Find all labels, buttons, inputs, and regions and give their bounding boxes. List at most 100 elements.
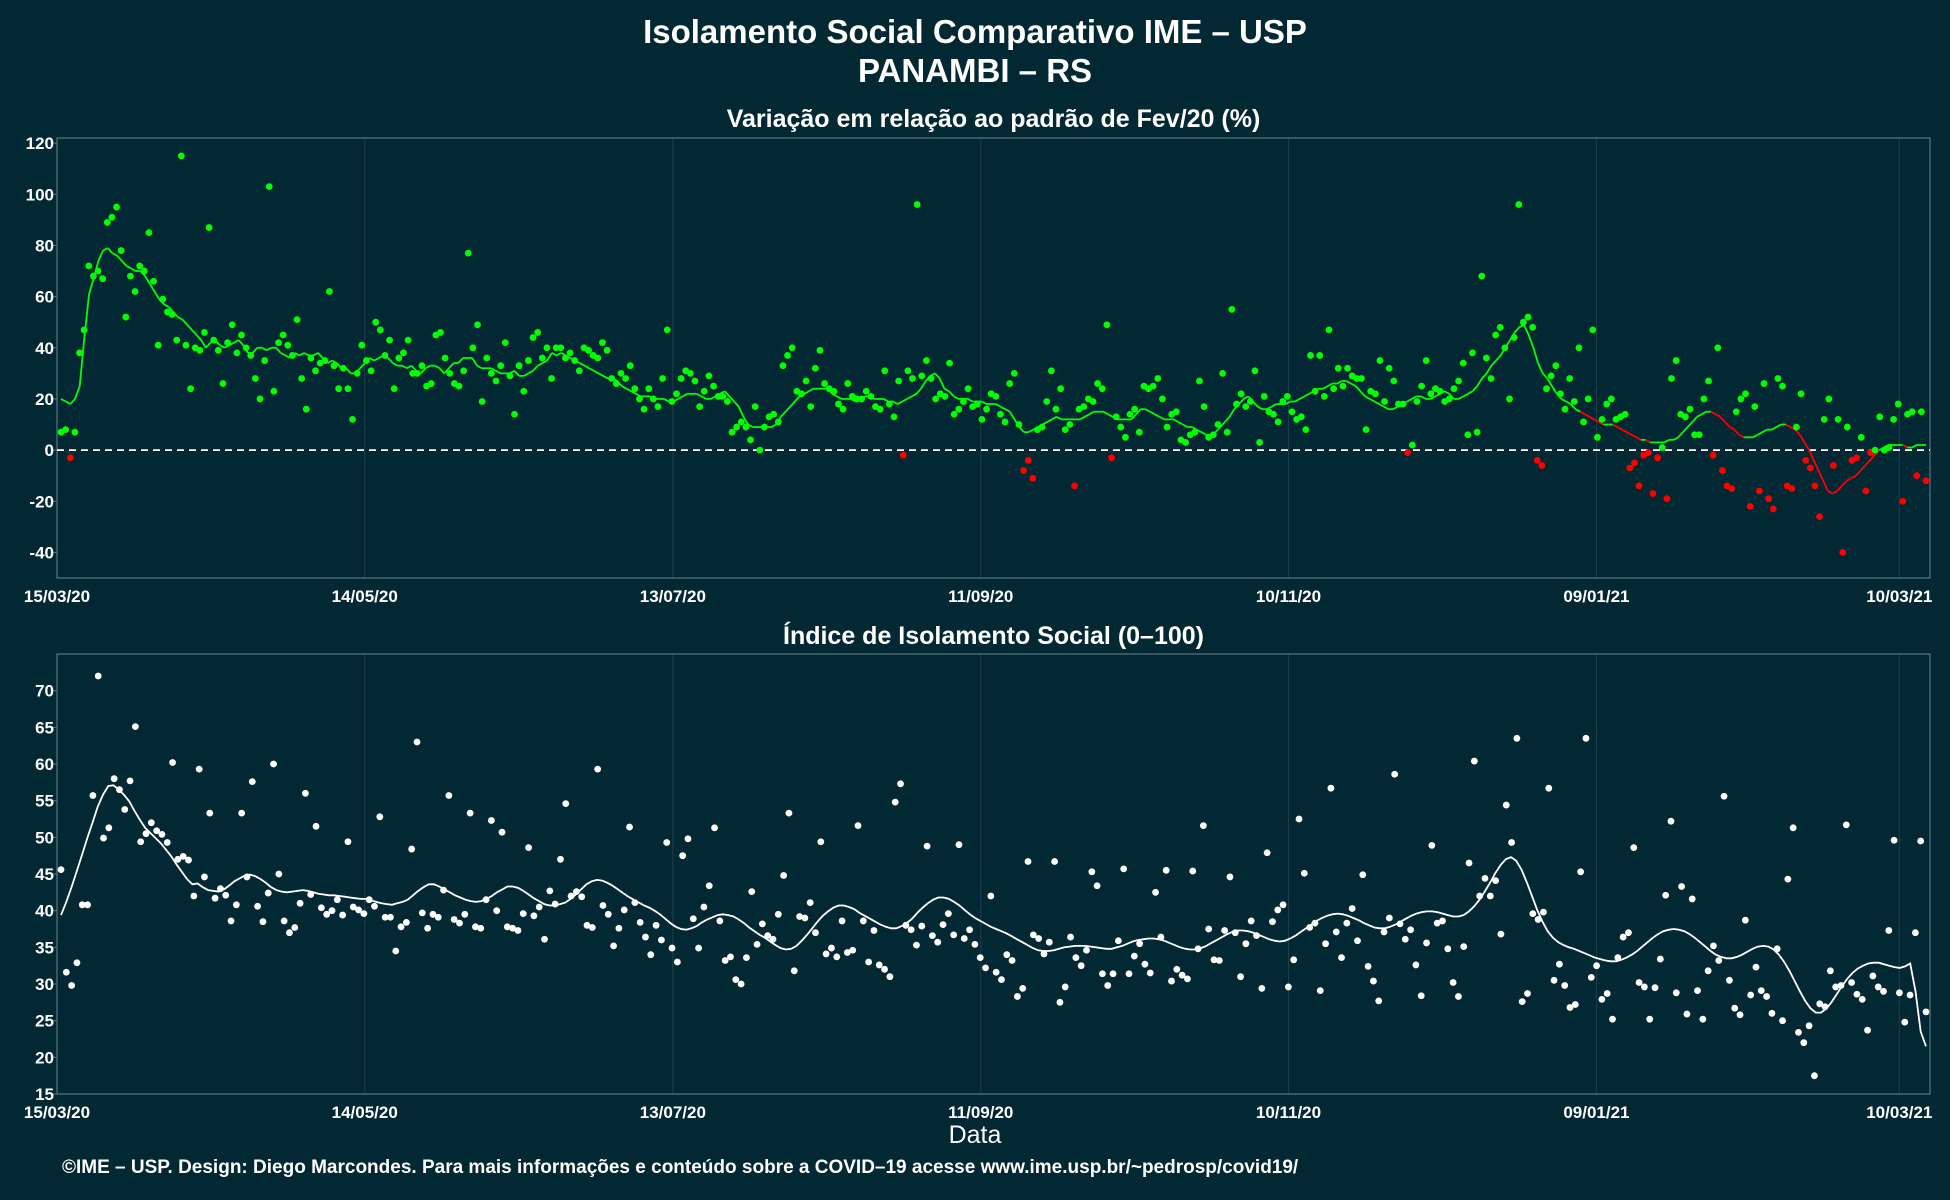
trend-line-segment bbox=[771, 423, 777, 428]
data-point bbox=[1589, 326, 1597, 334]
data-point bbox=[211, 894, 219, 902]
data-point bbox=[1459, 359, 1467, 367]
data-point bbox=[339, 364, 347, 372]
data-point bbox=[163, 839, 171, 846]
trend-line-segment bbox=[1719, 416, 1726, 423]
data-point bbox=[788, 344, 796, 352]
data-point bbox=[654, 403, 662, 411]
data-point bbox=[705, 372, 713, 380]
data-point bbox=[1571, 1001, 1579, 1008]
trend-line-segment bbox=[1336, 380, 1343, 385]
data-point bbox=[716, 917, 724, 925]
trend-line-segment bbox=[298, 352, 305, 357]
data-point bbox=[1093, 882, 1101, 890]
data-point bbox=[99, 275, 107, 283]
trend-line-segment bbox=[373, 357, 380, 362]
data-point bbox=[1858, 996, 1866, 1003]
data-point bbox=[217, 885, 224, 893]
trend-line-segment bbox=[65, 400, 71, 405]
data-point bbox=[1793, 423, 1800, 431]
data-point bbox=[256, 395, 264, 403]
data-point bbox=[1444, 945, 1452, 953]
data-point bbox=[441, 354, 449, 362]
data-point bbox=[108, 213, 116, 221]
data-point bbox=[206, 809, 214, 817]
trend-line-segment bbox=[1102, 410, 1109, 416]
trend-line-segment bbox=[1009, 411, 1016, 420]
data-point bbox=[1751, 403, 1759, 411]
trend-line-segment bbox=[1752, 433, 1759, 439]
data-point bbox=[631, 385, 639, 393]
y-tick-label: 15 bbox=[35, 1085, 54, 1104]
data-point bbox=[427, 380, 435, 387]
x-tick-label: 13/07/20 bbox=[640, 587, 706, 606]
trend-line-segment bbox=[1495, 354, 1502, 362]
trend-line-segment bbox=[476, 364, 483, 370]
data-point bbox=[733, 423, 741, 431]
data-point bbox=[617, 369, 625, 377]
data-point bbox=[1769, 505, 1777, 513]
data-point bbox=[822, 950, 830, 958]
trend-line-segment bbox=[630, 390, 637, 395]
data-point bbox=[1135, 428, 1143, 436]
trend-line-segment bbox=[1028, 428, 1034, 433]
trend-line-segment bbox=[593, 370, 599, 375]
data-point bbox=[493, 907, 501, 915]
data-point bbox=[751, 403, 759, 411]
trend-line-segment bbox=[1149, 410, 1156, 416]
trend-line-segment bbox=[584, 364, 590, 370]
data-point bbox=[1024, 456, 1032, 464]
trend-line-segment bbox=[60, 398, 67, 403]
trend-line-segment bbox=[1327, 382, 1333, 387]
data-point bbox=[1626, 464, 1634, 472]
data-point bbox=[1108, 454, 1115, 462]
data-point bbox=[1130, 952, 1138, 960]
data-point bbox=[1502, 801, 1510, 809]
trend-line-segment bbox=[1471, 385, 1478, 392]
data-point bbox=[238, 331, 245, 339]
trend-line-segment bbox=[579, 362, 585, 367]
data-point bbox=[551, 900, 559, 908]
trend-line-segment bbox=[1135, 408, 1142, 415]
data-point bbox=[1040, 950, 1048, 958]
data-point bbox=[158, 831, 166, 838]
data-point bbox=[233, 349, 241, 357]
x-tick-label: 11/09/20 bbox=[948, 1103, 1013, 1122]
data-point bbox=[642, 933, 649, 941]
x-tick-label: 10/11/20 bbox=[1256, 587, 1321, 606]
trend-line-segment bbox=[345, 367, 352, 374]
data-point bbox=[742, 423, 750, 431]
data-point bbox=[1688, 895, 1696, 903]
data-point bbox=[1896, 989, 1903, 997]
data-point bbox=[1552, 362, 1560, 370]
data-point bbox=[1334, 364, 1342, 372]
data-point bbox=[251, 375, 259, 382]
data-point bbox=[205, 224, 213, 231]
data-point bbox=[1184, 975, 1191, 983]
trend-line-segment bbox=[1355, 385, 1362, 392]
data-point bbox=[145, 229, 153, 237]
data-point bbox=[1274, 906, 1282, 914]
data-point bbox=[1362, 426, 1370, 434]
trend-line-segment bbox=[1406, 398, 1413, 403]
data-point bbox=[1408, 441, 1416, 449]
data-point bbox=[159, 295, 167, 303]
y-tick-label: 45 bbox=[35, 865, 54, 884]
data-point bbox=[1662, 891, 1670, 899]
trend-line-segment bbox=[1084, 413, 1090, 418]
data-point bbox=[224, 339, 232, 347]
data-point bbox=[501, 339, 509, 347]
trend-line-segment bbox=[1000, 405, 1006, 410]
trend-line-segment bbox=[1051, 416, 1058, 421]
data-point bbox=[1109, 970, 1117, 978]
trend-line-segment bbox=[1598, 421, 1604, 426]
data-point bbox=[1407, 926, 1415, 934]
trend-line-segment bbox=[275, 347, 282, 354]
data-point bbox=[897, 780, 904, 788]
trend-line-segment bbox=[836, 395, 843, 400]
data-point bbox=[761, 423, 768, 431]
trend-line-segment bbox=[808, 387, 814, 393]
data-point bbox=[636, 395, 643, 403]
data-point bbox=[1826, 967, 1834, 975]
data-point bbox=[424, 924, 432, 932]
